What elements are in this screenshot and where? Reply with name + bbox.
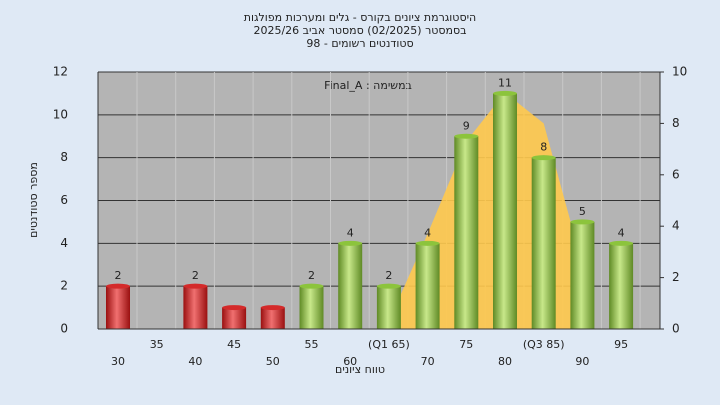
x-tick-label: 40	[188, 355, 202, 368]
value-label: 2	[115, 269, 122, 282]
y-tick-label: 0	[60, 322, 68, 336]
bar	[415, 243, 440, 329]
bar-top	[454, 133, 479, 139]
bar	[493, 93, 517, 330]
x-tick-label: 75	[459, 338, 473, 351]
y-tick-label: 6	[60, 193, 68, 207]
bar-top	[609, 240, 634, 246]
chart-title: היסטוגרמת ציונים בקורס - גלים ומערכות מפ…	[244, 11, 476, 24]
y-tick-label: 2	[60, 279, 68, 293]
bar-top	[415, 240, 440, 246]
value-label: 4	[618, 226, 625, 239]
annotation: במשימה : Final_A	[324, 79, 412, 92]
x-tick-label: 60	[343, 355, 357, 368]
chart-title: בסמסטר (02/2025) סמסטר אביב 2025/26	[253, 24, 466, 37]
value-label: 2	[385, 269, 392, 282]
x-tick-label: (Q1 65)	[368, 338, 410, 351]
y-tick-label: 12	[53, 65, 68, 79]
y-axis-label: מספר סטודנטים	[27, 162, 40, 238]
bar	[183, 286, 208, 329]
y2-tick-label: 8	[672, 116, 680, 130]
x-tick-label: 30	[111, 355, 125, 368]
bar	[338, 243, 363, 329]
bar	[531, 157, 556, 329]
value-label: 4	[424, 226, 431, 239]
bar-top	[260, 305, 285, 311]
x-tick-label: 35	[150, 338, 164, 351]
value-label: 8	[540, 141, 547, 154]
value-label: 5	[579, 205, 586, 218]
bar-top	[106, 283, 130, 289]
value-label: 2	[192, 269, 199, 282]
bar	[454, 136, 479, 329]
y2-tick-label: 2	[672, 270, 680, 284]
y-tick-label: 4	[60, 236, 68, 250]
bar-top	[531, 155, 556, 161]
chart-title: סטודנטים רשומים - 98	[306, 37, 413, 50]
value-label: 2	[308, 269, 315, 282]
value-label: 9	[463, 119, 470, 132]
value-label: 4	[347, 226, 354, 239]
bar-top	[376, 283, 401, 289]
x-tick-label: (Q3 85)	[523, 338, 565, 351]
bar	[222, 307, 247, 329]
x-tick-label: 45	[227, 338, 241, 351]
bar	[106, 286, 130, 329]
x-tick-label: 70	[421, 355, 435, 368]
y-tick-label: 8	[60, 150, 68, 164]
bar	[299, 286, 324, 329]
x-tick-label: 95	[614, 338, 628, 351]
bar	[260, 307, 285, 329]
y2-tick-label: 0	[672, 322, 680, 336]
x-tick-label: 90	[575, 355, 589, 368]
y2-tick-label: 6	[672, 167, 680, 181]
bar	[609, 243, 634, 329]
bar	[376, 286, 401, 329]
bar-top	[299, 283, 324, 289]
value-label: 11	[498, 76, 512, 89]
bar-top	[183, 283, 208, 289]
y2-tick-label: 10	[672, 65, 687, 79]
x-tick-label: 55	[305, 338, 319, 351]
y-tick-label: 10	[53, 107, 68, 121]
y2-tick-label: 4	[672, 219, 680, 233]
x-tick-label: 50	[266, 355, 280, 368]
bar-top	[493, 90, 517, 96]
bar	[570, 221, 595, 329]
bar-top	[338, 240, 363, 246]
x-tick-label: 80	[498, 355, 512, 368]
bar-top	[222, 305, 247, 311]
bar-top	[570, 219, 595, 225]
x-axis-label: טווח ציונים	[335, 363, 385, 376]
